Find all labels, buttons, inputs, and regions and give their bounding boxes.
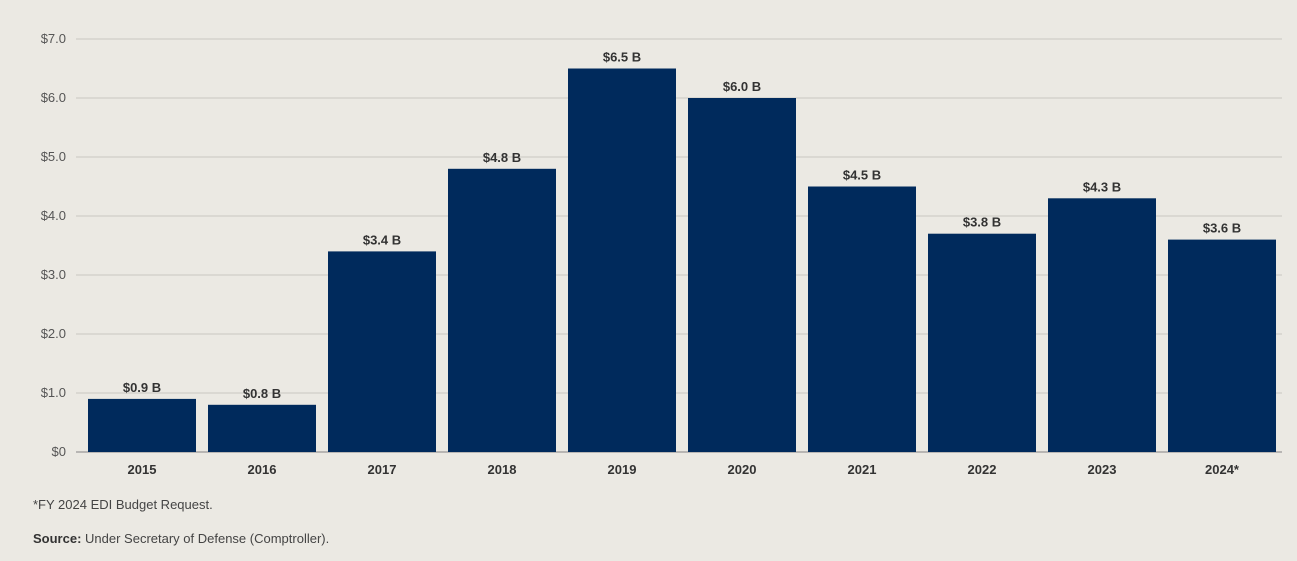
bar-2016 [208, 404, 316, 452]
source-text: Under Secretary of Defense (Comptroller)… [81, 531, 330, 546]
data-label: $4.8 B [483, 150, 521, 165]
y-tick-label: $1.0 [41, 385, 66, 400]
data-label: $6.0 B [723, 79, 761, 94]
source-label: Source: [33, 531, 82, 546]
bar-chart: $0$1.0$2.0$3.0$4.0$5.0$6.0$7.0 2015 2016 2… [41, 31, 1282, 477]
bar-2021 [808, 186, 916, 452]
bar-2024 [1168, 239, 1276, 452]
x-tick-label: 2024* [1205, 462, 1240, 477]
y-tick-label: $6.0 [41, 90, 66, 105]
x-tick-label: 2018 [488, 462, 517, 477]
y-tick-label: $4.0 [41, 208, 66, 223]
data-label: $3.6 B [1203, 221, 1241, 236]
y-tick-label: $5.0 [41, 149, 66, 164]
x-tick-label: 2017 [368, 462, 397, 477]
data-label: $3.4 B [363, 232, 401, 247]
data-label: $0.8 B [243, 386, 281, 401]
x-axis-ticks: 2015 2016 2017 2018 2019 2020 2021 2022 2023 2024… [128, 462, 1240, 477]
footnote: *FY 2024 EDI Budget Request. [33, 497, 213, 512]
bar-2019 [568, 68, 676, 452]
y-tick-label: $0 [52, 444, 66, 459]
x-tick-label: 2019 [608, 462, 637, 477]
bars [88, 68, 1276, 453]
data-labels: $0.9 B $0.8 B $3.4 B $4.8 B $6.5 B $6.0 B $4.5… [123, 50, 1241, 401]
bar-2022 [928, 233, 1036, 452]
source-line: Source: Under Secretary of Defense (Comp… [33, 531, 329, 546]
data-label: $4.3 B [1083, 179, 1121, 194]
y-tick-label: $7.0 [41, 31, 66, 46]
x-tick-label: 2022 [968, 462, 997, 477]
bar-2017 [328, 251, 436, 452]
bar-2023 [1048, 198, 1156, 452]
data-label: $4.5 B [843, 168, 881, 183]
bar-2015 [88, 398, 196, 452]
x-tick-label: 2023 [1088, 462, 1117, 477]
x-tick-label: 2021 [848, 462, 877, 477]
x-tick-label: 2015 [128, 462, 157, 477]
x-tick-label: 2016 [248, 462, 277, 477]
y-tick-label: $2.0 [41, 326, 66, 341]
data-label: $6.5 B [603, 50, 641, 65]
bar-2020 [688, 98, 796, 452]
y-axis-ticks: $0 $1.0 $2.0 $3.0 $4.0 $5.0 $6.0 $7.0 [41, 31, 66, 459]
data-label: $3.8 B [963, 215, 1001, 230]
y-tick-label: $3.0 [41, 267, 66, 282]
data-label: $0.9 B [123, 380, 161, 395]
bar-2018 [448, 168, 556, 453]
x-tick-label: 2020 [728, 462, 757, 477]
